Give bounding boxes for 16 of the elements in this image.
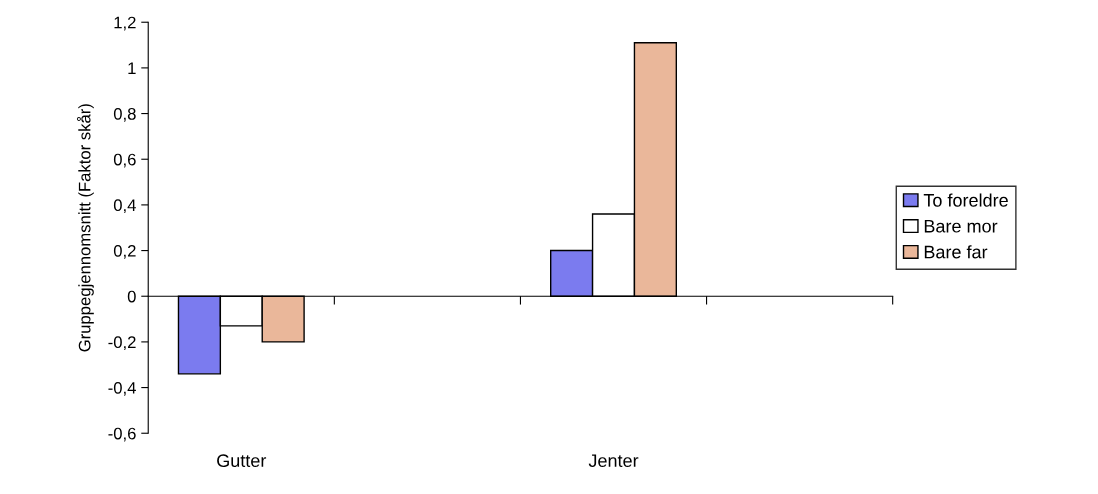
x-tick-label: Jenter (588, 454, 639, 468)
x-tick-label: Gutter (217, 454, 267, 468)
y-tick-label: -0,6 (108, 427, 136, 442)
legend-label: To foreldre (923, 193, 1008, 207)
y-tick-label: 0,2 (113, 244, 136, 259)
y-tick-label: 1 (128, 62, 136, 74)
y-tick-label: -0,4 (108, 381, 136, 396)
y-tick-label: 0 (127, 290, 136, 303)
y-axis-title: Gruppegjennomsnitt (Faktor skår) (76, 104, 94, 352)
y-tick-label: -0,2 (108, 336, 136, 351)
legend-label: Bare mor (924, 219, 998, 233)
y-tick-label: 1,2 (114, 16, 136, 31)
y-tick-label: 0,4 (113, 199, 136, 214)
y-tick-label: 0,8 (113, 107, 136, 122)
legend-label: Bare far (924, 245, 988, 259)
y-tick-label: 0,6 (113, 153, 136, 168)
